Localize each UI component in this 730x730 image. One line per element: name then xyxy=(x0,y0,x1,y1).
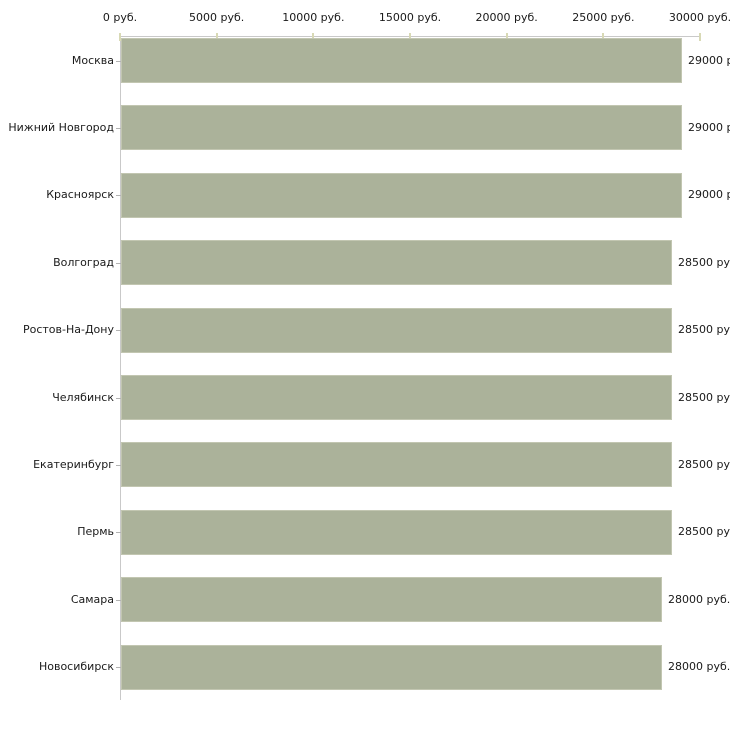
x-axis-tick-label: 15000 руб. xyxy=(378,11,442,24)
category-tick-mark xyxy=(116,262,121,264)
category-tick-mark xyxy=(116,60,121,62)
category-label: Екатеринбург xyxy=(33,457,114,471)
category-label: Челябинск xyxy=(52,390,114,404)
value-label: 29000 руб. xyxy=(688,120,730,134)
value-label: 28500 руб. xyxy=(678,323,730,337)
category-tick-mark xyxy=(116,464,121,466)
bar xyxy=(121,375,672,420)
x-axis-tick-label: 30000 руб. xyxy=(668,11,730,24)
value-label: 28500 руб. xyxy=(678,457,730,471)
category-tick-mark xyxy=(116,599,121,601)
bar xyxy=(121,38,682,83)
y-axis-line xyxy=(120,36,121,700)
bar xyxy=(121,644,662,690)
category-tick-mark xyxy=(116,330,121,332)
x-axis-tick-mark xyxy=(699,33,701,41)
bar xyxy=(121,577,662,623)
category-tick-mark xyxy=(116,127,121,129)
category-tick-mark xyxy=(116,532,121,534)
x-axis-tick-mark xyxy=(505,33,508,41)
x-axis-tick-label: 5000 руб. xyxy=(189,11,245,24)
x-axis-tick-label: 25000 руб. xyxy=(572,11,635,24)
x-axis-tick-label: 10000 руб. xyxy=(282,11,345,24)
x-axis-tick-mark xyxy=(409,33,411,41)
value-label: 28500 руб. xyxy=(678,525,730,539)
value-label: 28000 руб. xyxy=(668,592,730,606)
x-axis-tick-mark xyxy=(602,33,605,41)
x-axis-tick-mark xyxy=(215,33,218,41)
bar xyxy=(121,307,672,353)
x-axis-tick-label: 20000 руб. xyxy=(475,11,538,24)
value-label: 29000 руб. xyxy=(688,53,730,67)
x-axis-tick-mark xyxy=(312,33,315,41)
category-tick-mark xyxy=(116,397,121,399)
category-label: Москва xyxy=(71,53,114,67)
category-label: Пермь xyxy=(77,525,114,539)
bar xyxy=(121,105,682,151)
category-label: Волгоград xyxy=(53,255,114,269)
value-label: 28500 руб. xyxy=(678,390,730,404)
bar xyxy=(121,442,672,488)
category-tick-mark xyxy=(116,667,121,669)
value-label: 28500 руб. xyxy=(678,255,730,269)
value-label: 29000 руб. xyxy=(688,188,730,202)
category-label: Ростов-На-Дону xyxy=(22,323,114,337)
category-label: Нижний Новгород xyxy=(8,120,114,134)
category-label: Красноярск xyxy=(46,188,114,202)
x-axis-tick-mark xyxy=(119,33,121,41)
bar xyxy=(121,172,682,218)
value-label: 28000 руб. xyxy=(668,660,730,674)
bar xyxy=(121,240,672,286)
bar xyxy=(121,509,672,555)
category-label: Новосибирск xyxy=(38,660,114,674)
x-axis-tick-label: 0 руб. xyxy=(102,11,138,24)
category-label: Самара xyxy=(70,592,114,606)
category-tick-mark xyxy=(116,195,121,197)
